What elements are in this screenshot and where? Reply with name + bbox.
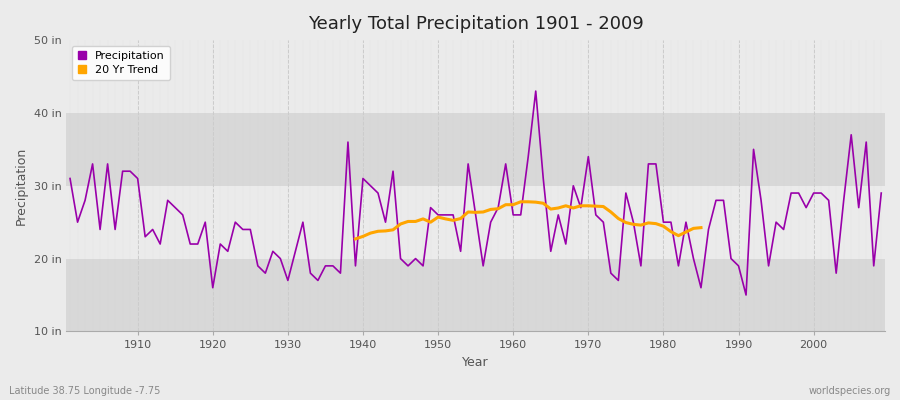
- 20 Yr Trend: [598, 204, 608, 209]
- Precipitation: [500, 162, 511, 166]
- 20 Yr Trend: [447, 218, 458, 223]
- 20 Yr Trend: [575, 203, 586, 208]
- 20 Yr Trend: [500, 202, 511, 207]
- 20 Yr Trend: [530, 200, 541, 204]
- 20 Yr Trend: [402, 219, 413, 224]
- 20 Yr Trend: [373, 229, 383, 234]
- 20 Yr Trend: [696, 225, 706, 230]
- Precipitation: [741, 293, 751, 298]
- 20 Yr Trend: [538, 201, 549, 206]
- 20 Yr Trend: [583, 203, 594, 208]
- Precipitation: [65, 176, 76, 181]
- Bar: [67, 258, 885, 332]
- 20 Yr Trend: [658, 224, 669, 228]
- 20 Yr Trend: [493, 206, 504, 211]
- X-axis label: Year: Year: [463, 356, 489, 369]
- 20 Yr Trend: [561, 203, 572, 208]
- 20 Yr Trend: [523, 199, 534, 204]
- 20 Yr Trend: [673, 233, 684, 238]
- 20 Yr Trend: [410, 219, 421, 224]
- Precipitation: [530, 89, 541, 94]
- 20 Yr Trend: [590, 204, 601, 208]
- 20 Yr Trend: [651, 221, 661, 226]
- Bar: [67, 40, 885, 113]
- Line: 20 Yr Trend: 20 Yr Trend: [356, 202, 701, 239]
- 20 Yr Trend: [463, 210, 473, 214]
- 20 Yr Trend: [395, 222, 406, 226]
- Title: Yearly Total Precipitation 1901 - 2009: Yearly Total Precipitation 1901 - 2009: [308, 15, 644, 33]
- Precipitation: [125, 169, 136, 174]
- 20 Yr Trend: [516, 199, 526, 204]
- Text: Latitude 38.75 Longitude -7.75: Latitude 38.75 Longitude -7.75: [9, 386, 160, 396]
- 20 Yr Trend: [606, 210, 616, 214]
- 20 Yr Trend: [620, 220, 631, 225]
- 20 Yr Trend: [357, 234, 368, 239]
- Precipitation: [508, 212, 518, 217]
- 20 Yr Trend: [508, 202, 518, 207]
- Precipitation: [876, 191, 886, 196]
- 20 Yr Trend: [440, 216, 451, 221]
- 20 Yr Trend: [545, 207, 556, 212]
- 20 Yr Trend: [365, 231, 376, 236]
- Line: Precipitation: Precipitation: [70, 91, 881, 295]
- Precipitation: [290, 249, 301, 254]
- 20 Yr Trend: [613, 216, 624, 221]
- 20 Yr Trend: [425, 220, 436, 224]
- 20 Yr Trend: [485, 207, 496, 212]
- 20 Yr Trend: [455, 216, 466, 221]
- Bar: [67, 113, 885, 186]
- 20 Yr Trend: [680, 230, 691, 234]
- 20 Yr Trend: [688, 226, 699, 231]
- Text: worldspecies.org: worldspecies.org: [809, 386, 891, 396]
- 20 Yr Trend: [568, 206, 579, 210]
- Legend: Precipitation, 20 Yr Trend: Precipitation, 20 Yr Trend: [72, 46, 170, 80]
- Y-axis label: Precipitation: Precipitation: [15, 147, 28, 225]
- 20 Yr Trend: [628, 222, 639, 227]
- 20 Yr Trend: [470, 210, 481, 215]
- Precipitation: [606, 271, 616, 276]
- Bar: [67, 186, 885, 258]
- 20 Yr Trend: [643, 220, 653, 225]
- 20 Yr Trend: [665, 229, 676, 234]
- 20 Yr Trend: [380, 228, 391, 233]
- 20 Yr Trend: [418, 216, 428, 221]
- 20 Yr Trend: [433, 215, 444, 220]
- Precipitation: [335, 271, 346, 276]
- 20 Yr Trend: [388, 228, 399, 232]
- 20 Yr Trend: [635, 223, 646, 228]
- 20 Yr Trend: [350, 236, 361, 241]
- 20 Yr Trend: [553, 206, 563, 210]
- 20 Yr Trend: [478, 210, 489, 214]
